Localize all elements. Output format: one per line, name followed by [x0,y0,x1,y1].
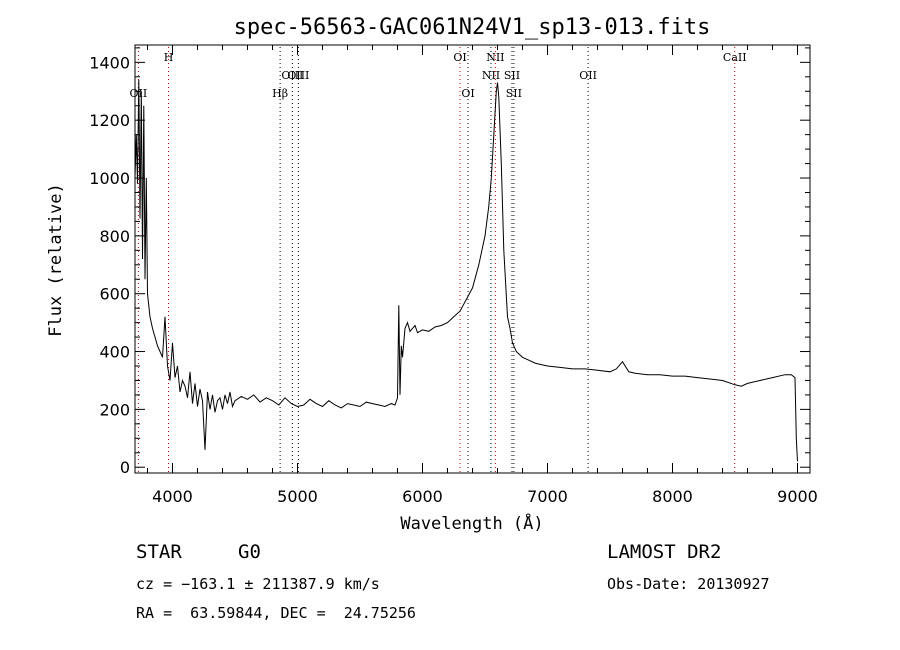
redshift-cz: cz = −163.1 ± 211387.9 km/s [136,575,380,593]
x-tick-label: 6000 [402,487,443,506]
y-tick-label: 600 [99,285,130,304]
y-tick-label: 200 [99,400,130,419]
object-type: STAR [136,541,182,563]
emission-line-label: OI [461,87,474,100]
y-tick-label: 800 [99,227,130,246]
y-tick-label: 1000 [89,169,130,188]
y-tick-label: 1400 [89,53,130,72]
x-tick-label: 7000 [527,487,568,506]
emission-line-label: NII [482,69,500,82]
y-tick-label: 1200 [89,111,130,130]
emission-line-label: OIII [281,69,303,82]
emission-line-label: Hβ [272,87,288,100]
y-tick-label: 0 [120,458,130,477]
observation-date: Obs-Date: 20130927 [607,575,770,593]
survey-name: LAMOST DR2 [607,541,722,563]
y-tick-label: 400 [99,343,130,362]
emission-line-label: NII [486,51,504,64]
spectral-subclass: G0 [238,541,261,563]
emission-line-label: SII [504,69,520,82]
plot-frame [134,44,811,474]
x-tick-label: 8000 [652,487,693,506]
sky-coordinates: RA = 63.59844, DEC = 24.75256 [136,604,416,622]
emission-line-label: OI [453,51,466,64]
x-tick-label: 5000 [277,487,318,506]
chart-title: spec-56563-GAC061N24V1_sp13-013.fits [234,15,711,40]
x-axis-label: Wavelength (Å) [400,512,543,534]
emission-line-label: CaII [723,51,747,64]
x-tick-label: 9000 [777,487,818,506]
spectrum-line [134,79,798,462]
emission-line-label: SII [506,87,522,100]
emission-line-label: OII [579,69,597,82]
emission-line-label: H [164,51,174,64]
emission-line-label: OIII [287,69,309,82]
y-axis-label: Flux (relative) [46,183,66,337]
x-tick-label: 4000 [152,487,193,506]
